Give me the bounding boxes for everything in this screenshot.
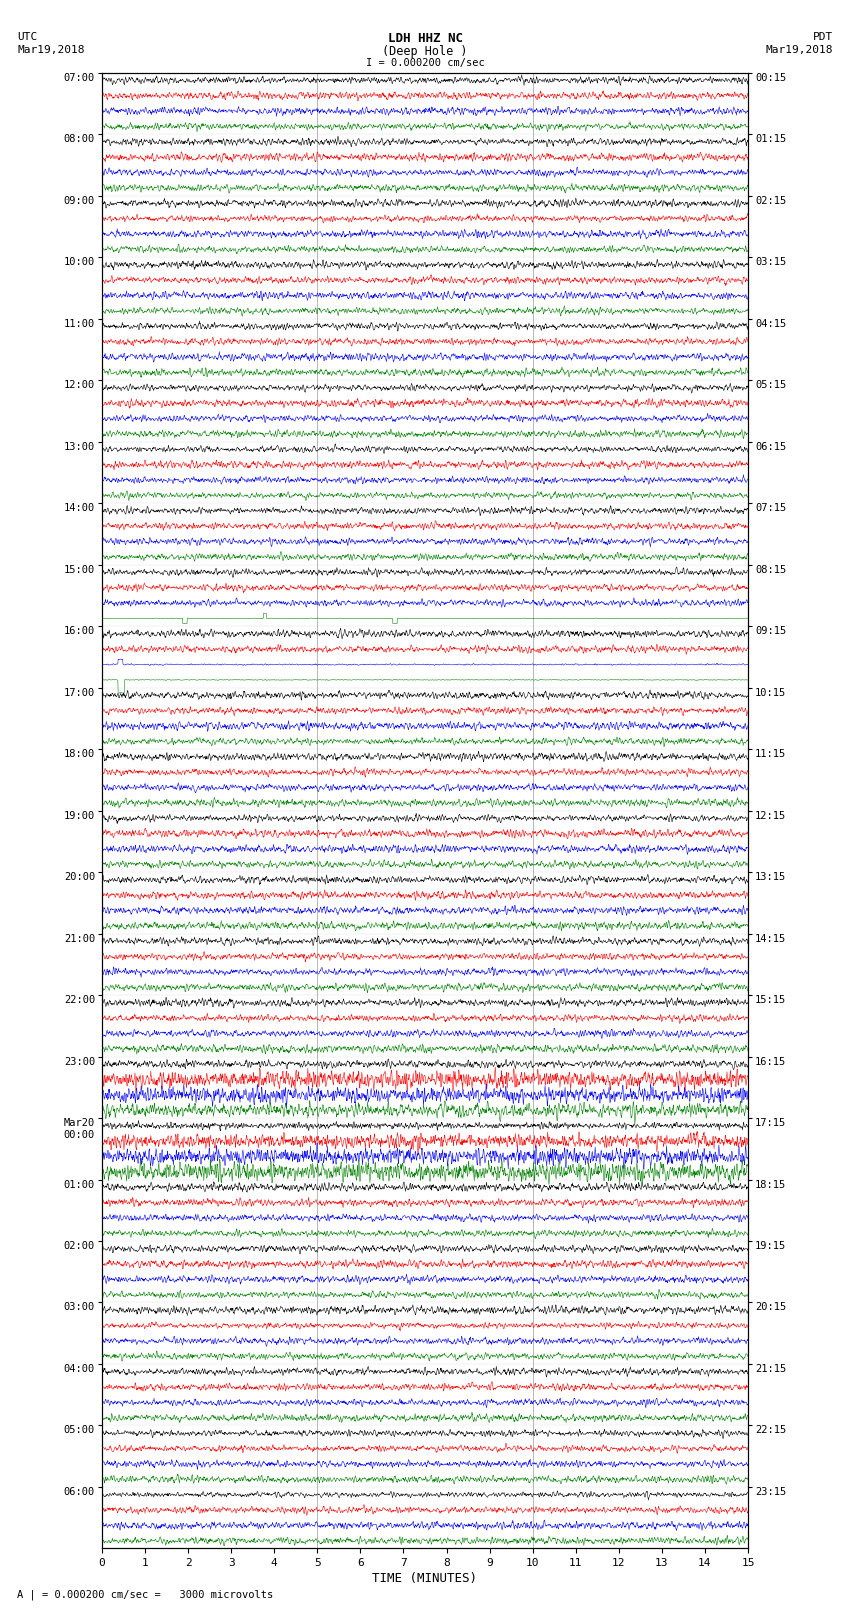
Text: Mar19,2018: Mar19,2018 [766, 45, 833, 55]
Text: I = 0.000200 cm/sec: I = 0.000200 cm/sec [366, 58, 484, 68]
Text: UTC: UTC [17, 32, 37, 42]
Text: PDT: PDT [813, 32, 833, 42]
Text: Mar19,2018: Mar19,2018 [17, 45, 84, 55]
X-axis label: TIME (MINUTES): TIME (MINUTES) [372, 1573, 478, 1586]
Text: (Deep Hole ): (Deep Hole ) [382, 45, 468, 58]
Text: A | = 0.000200 cm/sec =   3000 microvolts: A | = 0.000200 cm/sec = 3000 microvolts [17, 1589, 273, 1600]
Text: LDH HHZ NC: LDH HHZ NC [388, 32, 462, 45]
